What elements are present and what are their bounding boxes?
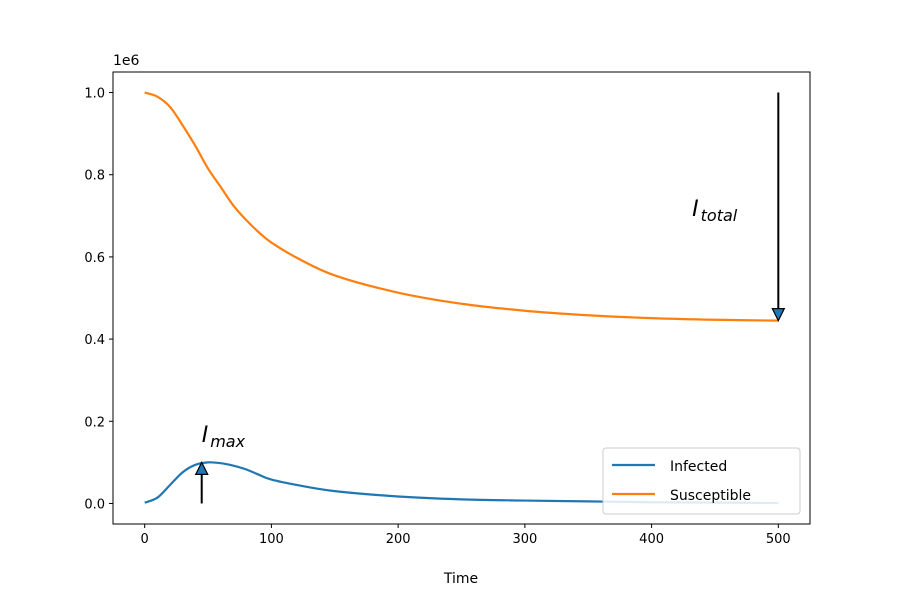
legend-box (602, 447, 801, 515)
series-line-infected (144, 461, 779, 505)
x-tick-label: 200 (386, 532, 411, 547)
y-tick-label: 0.6 (84, 251, 105, 266)
y-tick-label: 0.4 (84, 333, 105, 348)
legend: Infected Susceptible (602, 447, 801, 515)
legend-label: Susceptible (670, 488, 751, 504)
x-tick-label: 300 (512, 532, 537, 547)
y-tick-label: 0.8 (84, 169, 105, 184)
x-tick-label: 0 (141, 532, 149, 547)
x-tick-label: 500 (766, 532, 791, 547)
x-axis-label: Time (443, 571, 478, 587)
y-tick-label: 0.0 (84, 497, 105, 512)
x-tick-label: 400 (639, 532, 664, 547)
y-tick-label: 1.0 (84, 87, 105, 102)
legend-label: Infected (670, 459, 727, 475)
arrow-head (194, 461, 209, 475)
arrow-head (771, 308, 786, 322)
y-tick-label: 0.2 (84, 415, 105, 430)
y-offset-label: 1e6 (113, 53, 140, 69)
x-tick-label: 100 (259, 532, 284, 547)
series-line-susceptible (144, 91, 779, 322)
series-lines (144, 91, 779, 505)
axes-frame (112, 71, 811, 525)
y-ticks: 0.0 0.2 0.4 0.6 0.8 1.0 (84, 87, 113, 512)
x-ticks: 0 100 200 300 400 500 (141, 524, 791, 547)
